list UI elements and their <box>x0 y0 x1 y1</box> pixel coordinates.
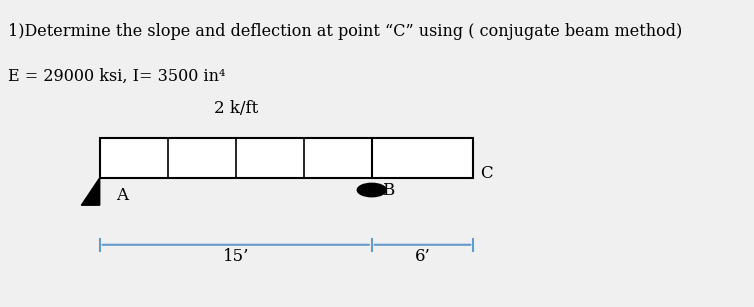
Text: 2 k/ft: 2 k/ft <box>213 100 258 117</box>
Text: 1)Determine the slope and deflection at point “C” using ( conjugate beam method): 1)Determine the slope and deflection at … <box>8 23 682 40</box>
Text: A: A <box>116 187 128 204</box>
FancyBboxPatch shape <box>100 138 474 178</box>
Text: 15’: 15’ <box>222 248 249 265</box>
Text: C: C <box>480 165 492 182</box>
Text: B: B <box>382 182 394 200</box>
Text: E = 29000 ksi, I= 3500 in⁴: E = 29000 ksi, I= 3500 in⁴ <box>8 68 225 85</box>
Polygon shape <box>81 178 100 205</box>
Circle shape <box>357 183 386 197</box>
Text: 6’: 6’ <box>415 248 431 265</box>
